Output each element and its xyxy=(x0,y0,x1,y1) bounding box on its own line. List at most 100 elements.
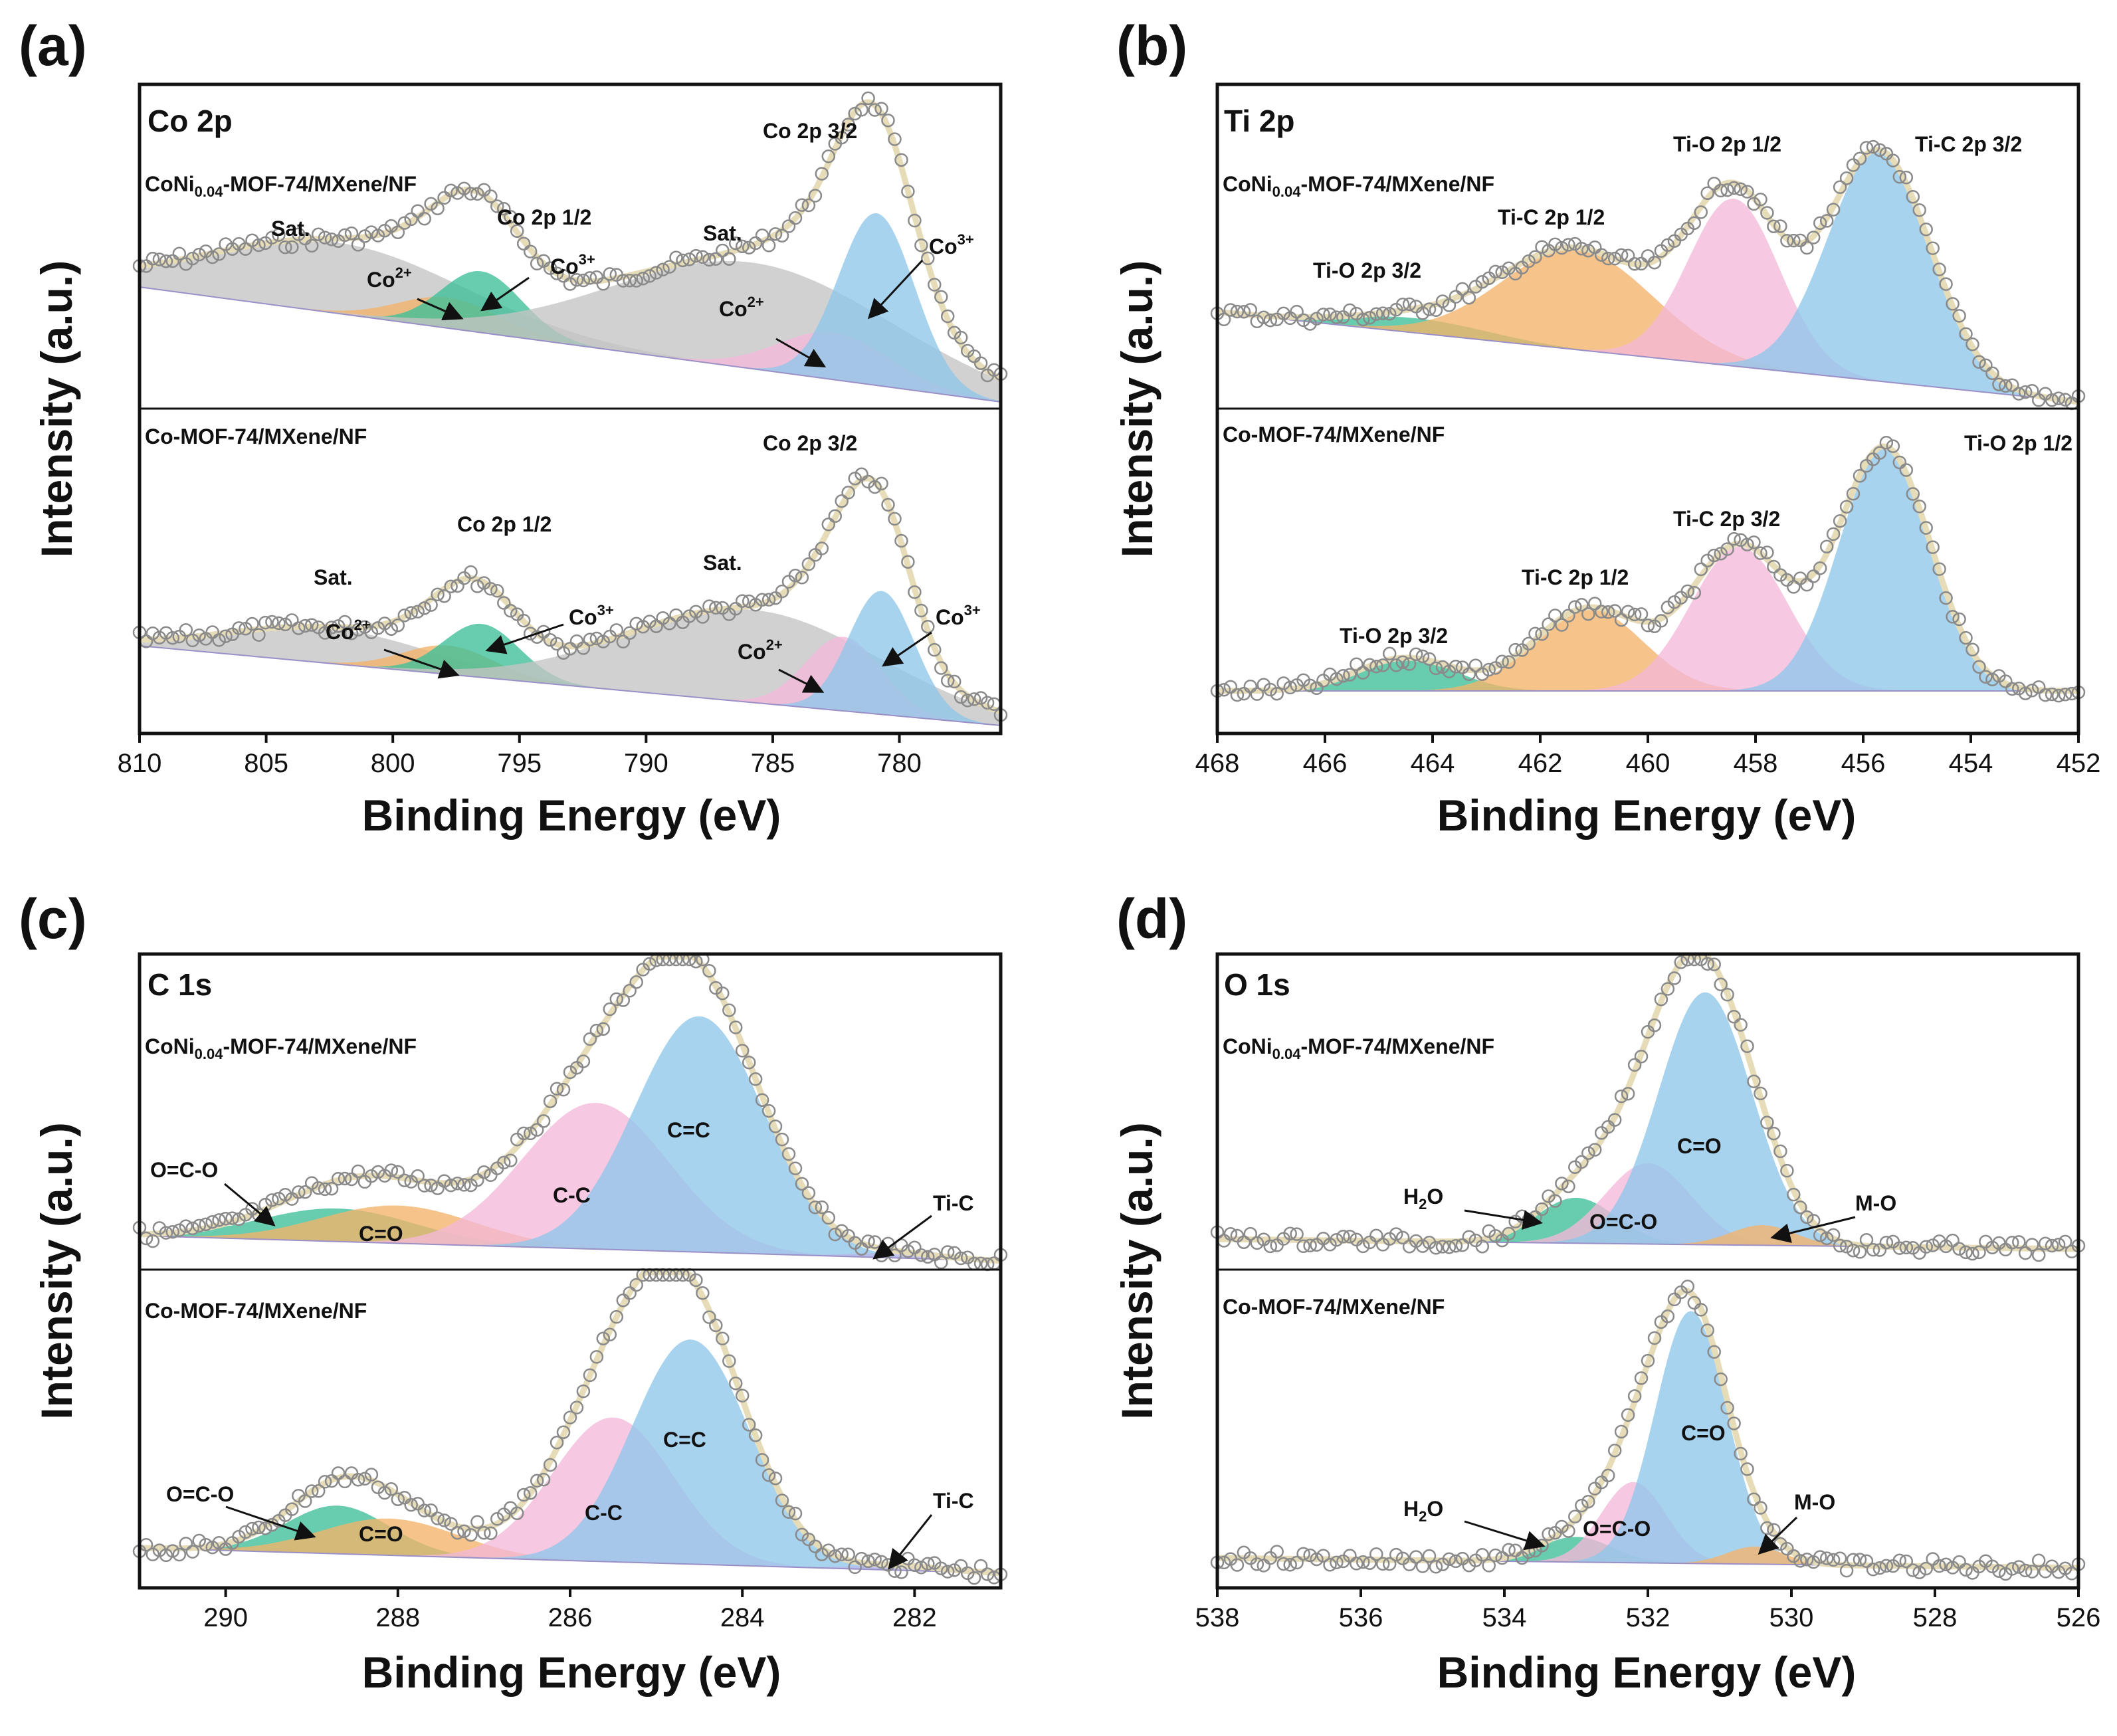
raw-data-point xyxy=(583,1368,597,1383)
raw-data-point xyxy=(1562,238,1575,252)
raw-data-point xyxy=(397,216,412,230)
raw-data-point xyxy=(576,273,591,288)
raw-data-point xyxy=(351,1473,365,1487)
raw-data-point xyxy=(550,266,564,280)
raw-data-point xyxy=(311,1181,326,1195)
raw-data-point xyxy=(649,619,663,633)
raw-data-point xyxy=(2031,680,2046,694)
raw-data-point xyxy=(1276,676,1290,690)
raw-data-point xyxy=(391,1165,405,1179)
raw-data-point xyxy=(808,1201,823,1214)
raw-data-point xyxy=(1740,537,1754,551)
raw-data-point xyxy=(391,618,405,632)
raw-data-point xyxy=(1356,1239,1370,1254)
raw-data-point xyxy=(1449,290,1463,304)
raw-data-point xyxy=(172,246,187,260)
raw-data-point xyxy=(1734,1446,1748,1461)
raw-data-point xyxy=(1985,366,1999,381)
peak-annotation: Ti-O 2p 1/2 xyxy=(1673,132,1781,156)
raw-data-point xyxy=(1382,307,1397,321)
raw-data-point xyxy=(1568,1509,1582,1524)
raw-data-point xyxy=(596,1022,611,1036)
raw-data-point xyxy=(451,1177,464,1191)
raw-data-point xyxy=(1303,1548,1317,1563)
raw-data-point xyxy=(788,1161,803,1175)
raw-data-point xyxy=(1879,1235,1894,1250)
peak-annotation: C=O xyxy=(359,1522,403,1546)
component-peak-ti-o-2p-1-2 xyxy=(1217,658,2078,691)
peak-annotation: H2O xyxy=(1403,1185,1443,1212)
component-peak-c-c xyxy=(140,1103,1001,1261)
raw-data-point xyxy=(2018,385,2033,399)
raw-data-point xyxy=(2025,1238,2039,1252)
raw-data-point xyxy=(696,250,710,264)
raw-data-point xyxy=(636,271,650,286)
x-tick-label: 456 xyxy=(1841,749,1886,778)
y-axis-title: Intensity (a.u.) xyxy=(32,260,81,557)
raw-data-point xyxy=(768,1119,783,1133)
raw-data-point xyxy=(451,1525,464,1540)
raw-data-point xyxy=(1661,982,1675,996)
raw-data-point xyxy=(1899,1554,1914,1569)
raw-data-point xyxy=(1634,1371,1649,1385)
sample-label: Co-MOF-74/MXene/NF xyxy=(1223,1295,1445,1319)
peak-annotation: Co3+ xyxy=(550,251,595,278)
raw-data-point xyxy=(768,227,783,241)
raw-data-point xyxy=(1833,1551,1847,1565)
raw-data-point xyxy=(2045,1238,2059,1253)
raw-data-point xyxy=(1747,535,1761,549)
raw-data-point xyxy=(272,228,286,242)
raw-data-point xyxy=(318,1475,332,1489)
raw-data-point xyxy=(1528,627,1542,641)
raw-data-point xyxy=(2025,384,2039,398)
raw-data-point xyxy=(702,1310,716,1324)
raw-data-point xyxy=(431,587,445,602)
annotation-arrow xyxy=(778,668,825,693)
raw-data-point xyxy=(1687,585,1702,600)
raw-data-point xyxy=(888,512,902,526)
raw-data-point xyxy=(2005,682,2019,696)
raw-data-point xyxy=(1966,1246,1979,1261)
raw-data-point xyxy=(272,1191,286,1206)
chart-panel-c: CoNi0.04-MOF-74/MXene/NFC 1sO=C-OC=OC-CC… xyxy=(19,888,1008,1697)
x-tick-label: 464 xyxy=(1411,749,1455,778)
raw-data-point xyxy=(709,601,723,615)
raw-data-point xyxy=(523,1126,538,1141)
raw-data-point xyxy=(967,692,981,706)
raw-data-point xyxy=(1647,255,1662,270)
peak-annotation: Co3+ xyxy=(569,602,614,629)
raw-data-point xyxy=(504,1153,518,1167)
raw-data-point xyxy=(1959,630,1973,645)
raw-data-point xyxy=(1959,1563,1973,1577)
raw-data-point xyxy=(490,199,504,213)
raw-data-point xyxy=(928,642,942,657)
raw-data-point xyxy=(1734,1018,1748,1032)
raw-data-point xyxy=(2012,387,2026,401)
raw-data-point xyxy=(1621,1408,1635,1422)
peak-annotation: Co3+ xyxy=(936,602,981,629)
raw-data-point xyxy=(1283,1226,1297,1240)
raw-data-point xyxy=(1720,1400,1734,1415)
raw-data-point xyxy=(1912,500,1926,514)
raw-data-point xyxy=(1257,310,1271,325)
raw-data-point xyxy=(901,555,915,569)
raw-data-point xyxy=(1780,1163,1794,1178)
raw-data-point xyxy=(821,518,836,531)
raw-data-point xyxy=(1555,1519,1569,1534)
raw-data-point xyxy=(1912,1565,1926,1579)
raw-data-point xyxy=(623,1286,637,1300)
raw-data-point xyxy=(457,1178,471,1192)
raw-data-point xyxy=(1296,1547,1310,1561)
raw-data-point xyxy=(1787,233,1801,248)
annotation-arrow xyxy=(867,259,924,320)
raw-data-point xyxy=(1754,546,1767,560)
subplot-upper: CoNi0.04-MOF-74/MXene/NF C 1s O=C-O C=O C-C C… xyxy=(132,952,1008,1272)
raw-data-point xyxy=(728,1020,743,1034)
raw-data-point xyxy=(967,1571,981,1585)
raw-data-point xyxy=(464,187,478,201)
raw-data-point xyxy=(1250,687,1264,701)
raw-data-point xyxy=(669,250,683,264)
raw-data-point xyxy=(1223,1227,1238,1241)
raw-data-point xyxy=(1415,649,1430,664)
raw-data-point xyxy=(1455,282,1470,296)
